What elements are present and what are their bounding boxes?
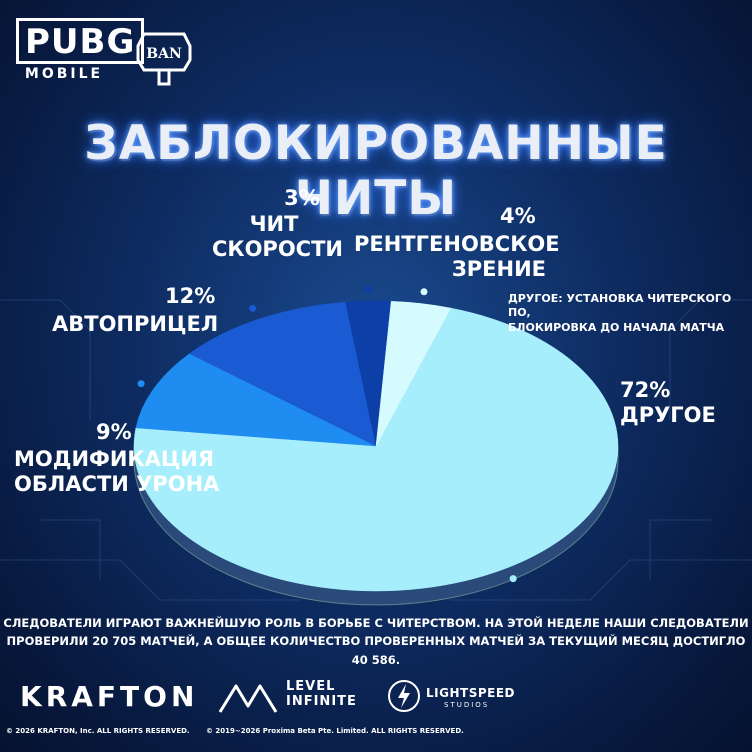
label-damage-name-2: ОБЛАСТИ УРОНА (14, 472, 220, 497)
label-speed-name: ЧИТ СКОРОСТИ (212, 212, 343, 262)
mobile-logo-text: MOBILE (24, 66, 104, 82)
pie-rim (133, 446, 619, 606)
label-xray-name: РЕНТГЕНОВСКОЕ ЗРЕНИЕ (354, 232, 560, 282)
level-infinite-logo: LEVEL INFINITE (218, 679, 358, 716)
infinite-text: INFINITE (286, 693, 357, 709)
studios-text: STUDIOS (444, 701, 490, 709)
label-damage-pct: 9% (96, 420, 132, 444)
label-xray-name-1: РЕНТГЕНОВСКОЕ (354, 232, 560, 256)
footer-line2: ПРОВЕРИЛИ 20 705 МАТЧЕЙ, А ОБЩЕЕ КОЛИЧЕС… (6, 634, 746, 667)
lightspeed-logo: LIGHTSPEED STUDIOS (386, 678, 526, 718)
krafton-logo: KRAFTON (20, 680, 199, 713)
pie-dot-3 (364, 285, 372, 293)
label-other: 72% ДРУГОЕ (620, 378, 716, 428)
label-damage-name: МОДИФИКАЦИЯ ОБЛАСТИ УРОНА (14, 447, 219, 497)
pie-dot-1 (137, 380, 145, 388)
copyright-krafton: © 2026 KRAFTON, Inc. ALL RIGHTS RESERVED… (6, 727, 190, 735)
label-aim-name: АВТОПРИЦЕЛ (52, 312, 219, 336)
level-infinite-icon (218, 684, 278, 713)
label-damage: 9% (96, 420, 132, 445)
label-aim-pct: 12% (165, 284, 216, 308)
label-speed-pct: 3% (284, 186, 320, 210)
label-damage-name-1: МОДИФИКАЦИЯ (14, 447, 215, 471)
label-xray-pct: 4% (500, 204, 536, 228)
label-aim: 12% (165, 284, 215, 309)
pie-slice-1 (135, 353, 377, 447)
label-speed: 3% (272, 186, 332, 211)
label-speed-name-1: ЧИТ (249, 212, 299, 236)
label-aim-name-wrap: АВТОПРИЦЕЛ (52, 312, 218, 337)
other-footnote-line2: БЛОКИРОВКА ДО НАЧАЛА МАТЧА (508, 320, 725, 334)
pie-slice-2 (189, 301, 377, 447)
label-other-name: ДРУГОЕ (620, 403, 716, 428)
label-speed-name-2: СКОРОСТИ (212, 237, 343, 262)
label-other-pct: 72% (620, 378, 671, 402)
shield-icon (136, 32, 192, 86)
pie-dot-2 (249, 304, 257, 312)
level-infinite-text: LEVEL INFINITE (286, 679, 357, 710)
footer-description: СЛЕДОВАТЕЛИ ИГРАЮТ ВАЖНЕЙШУЮ РОЛЬ В БОРЬ… (0, 614, 752, 669)
pie-dot-4 (420, 288, 428, 296)
copyright-proxima: © 2019~2026 Proxima Beta Pte. Limited. A… (206, 727, 464, 735)
pie-dot-0 (509, 575, 517, 583)
ban-badge-text: BAN (146, 46, 182, 62)
other-footnote: ДРУГОЕ: УСТАНОВКА ЧИТЕРСКОГО ПО, БЛОКИРО… (508, 292, 748, 335)
label-xray-name-2: ЗРЕНИЕ (451, 257, 546, 282)
lightning-bolt-icon (388, 680, 420, 712)
level-text: LEVEL (286, 679, 336, 694)
page-title: ЗАБЛОКИРОВАННЫЕ ЧИТЫ (84, 116, 668, 226)
pubg-mobile-logo: PUBG MOBILE (16, 18, 145, 92)
ban-hammer-badge: BAN (132, 26, 196, 90)
label-xray: 4% (500, 204, 536, 229)
other-footnote-line1: ДРУГОЕ: УСТАНОВКА ЧИТЕРСКОГО ПО, (508, 292, 732, 320)
footer-line1: СЛЕДОВАТЕЛИ ИГРАЮТ ВАЖНЕЙШУЮ РОЛЬ В БОРЬ… (3, 616, 749, 630)
pie-slice-0 (133, 307, 619, 592)
lightspeed-text: LIGHTSPEED (426, 686, 515, 700)
pie-slice-4 (375, 301, 452, 447)
pubg-logo-text: PUBG (16, 18, 145, 64)
